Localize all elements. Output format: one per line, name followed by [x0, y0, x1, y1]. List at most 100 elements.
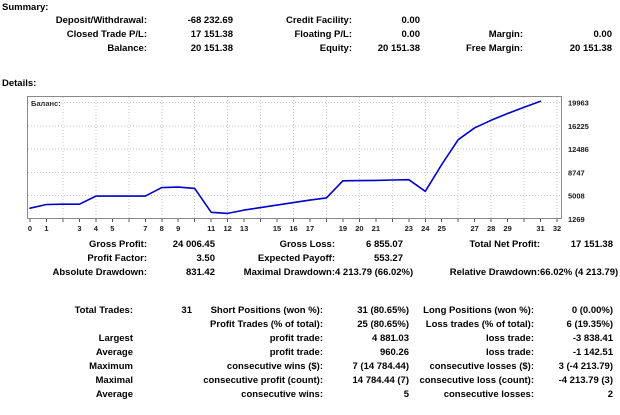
stat-value: 831.42	[185, 266, 215, 278]
x-axis-label: 7	[143, 224, 147, 233]
stat-value: 7 (14 784.44)	[352, 360, 409, 372]
summary-label: Closed Trade P/L:	[66, 28, 147, 40]
stat-value: 14 784.44 (7)	[352, 374, 409, 386]
stat-row: Gross Profit: 24 006.45 Gross Loss: 6 855.0…	[0, 237, 613, 251]
summary-row: Deposit/Withdrawal: -68 232.69 Credit Faci…	[0, 13, 612, 27]
stats-top-table: Gross Profit: 24 006.45 Gross Loss: 6 855.0…	[0, 237, 619, 279]
details-heading: Details:	[2, 78, 37, 89]
stat-value: -3 838.41	[572, 332, 613, 344]
stat-row: Absolute Drawdown: 831.42 Maximal Drawdown…	[0, 265, 619, 279]
summary-value: -68 232.69	[187, 14, 233, 26]
x-axis-label: 27	[470, 224, 478, 233]
summary-value: 17 151.38	[190, 28, 233, 40]
stat-label: Gross Profit:	[88, 238, 147, 250]
stat-value: 17 151.38	[570, 238, 613, 250]
stat-value: 25 (80.65%)	[357, 318, 409, 330]
x-axis-label: 28	[487, 224, 495, 233]
stat-label: Long Positions (won %):	[423, 304, 534, 316]
x-axis-label: 17	[306, 224, 314, 233]
summary-label: Deposit/Withdrawal:	[55, 14, 147, 26]
stat-label: Maximal	[95, 374, 134, 386]
stat-value: 3.50	[196, 252, 216, 264]
balance-chart: 19963 16225 12486 8747 5008 1269 0 1 3 4 5 7 8 9 11 12 1…	[27, 96, 620, 236]
stat-label: Expected Payoff:	[257, 252, 335, 264]
balance-line	[29, 100, 542, 215]
stats-bottom-table: Total Trades: 31 Short Positions (won %): 3…	[0, 303, 613, 401]
stat-label: Relative Drawdown:	[449, 266, 540, 278]
stat-row: Average profit trade: 960.26 loss trade: -1 …	[0, 345, 613, 359]
x-axis-label: 9	[176, 224, 180, 233]
x-axis-label: 3	[77, 224, 81, 233]
y-axis-label: 1269	[568, 215, 585, 224]
y-axis-label: 8747	[568, 168, 585, 177]
summary-row: Closed Trade P/L: 17 151.38 Floating P/L: 0…	[0, 27, 612, 41]
x-axis-label: 12	[223, 224, 231, 233]
stat-label: Profit Factor:	[87, 252, 147, 264]
stat-label: Largest	[98, 332, 133, 344]
stat-label: Loss trades (% of total):	[425, 318, 534, 330]
summary-label: Balance:	[107, 42, 147, 54]
stat-label: consecutive losses:	[443, 388, 534, 400]
summary-value: 0.00	[401, 14, 421, 26]
stat-label: consecutive loss (count):	[419, 374, 534, 386]
stat-value: 31 (80.65%)	[357, 304, 409, 316]
summary-value: 20 151.38	[377, 42, 420, 54]
x-axis-label: 21	[372, 224, 380, 233]
summary-label: Margin:	[488, 28, 523, 40]
x-axis-label: 13	[240, 224, 248, 233]
x-axis-label: 23	[405, 224, 413, 233]
stat-label: Average	[95, 388, 133, 400]
stat-value: 4 881.03	[372, 332, 409, 344]
x-axis-label: 0	[28, 224, 32, 233]
stat-value: 5	[403, 388, 409, 400]
x-axis-label: 11	[207, 224, 215, 233]
chart-title: Баланс:	[31, 99, 61, 108]
stat-value: 6 (19.35%)	[566, 318, 613, 330]
stat-row: Profit Trades (% of total): 25 (80.65%) Lo…	[0, 317, 613, 331]
x-axis-label: 32	[553, 224, 561, 233]
x-axis-label: 31	[536, 224, 544, 233]
stat-label: profit trade:	[269, 346, 323, 358]
stat-row: Total Trades: 31 Short Positions (won %): 3…	[0, 303, 613, 317]
x-axis-label: 16	[289, 224, 297, 233]
x-axis-label: 19	[339, 224, 347, 233]
stat-label: consecutive wins:	[241, 388, 323, 400]
stat-row: Maximum consecutive wins ($): 7 (14 784.44…	[0, 359, 613, 373]
stat-label: consecutive wins ($):	[226, 360, 323, 372]
x-axis-label: 20	[355, 224, 363, 233]
stat-value: 66.02% (4 213.79)	[540, 266, 619, 278]
stat-row: Largest profit trade: 4 881.03 loss trade: -…	[0, 331, 613, 345]
stat-value: 553.27	[373, 252, 403, 264]
summary-value: 20 151.38	[190, 42, 233, 54]
summary-heading: Summary:	[2, 2, 49, 13]
stat-label: Absolute Drawdown:	[52, 266, 147, 278]
stat-value: 6 855.07	[366, 238, 403, 250]
summary-label: Credit Facility:	[286, 14, 352, 26]
stat-value: 0 (0.00%)	[571, 304, 613, 316]
x-axis-label: 25	[438, 224, 446, 233]
stat-label: Gross Loss:	[279, 238, 335, 250]
stat-label: profit trade:	[269, 332, 323, 344]
x-axis-label: 15	[273, 224, 281, 233]
summary-label: Free Margin:	[465, 42, 523, 54]
stat-value: 4 213.79 (66.02%)	[335, 266, 414, 278]
x-axis-label: 5	[110, 224, 114, 233]
stat-value: 3 (-4 213.79)	[558, 360, 613, 372]
y-axis-label: 19963	[568, 99, 589, 108]
stat-value: 2	[607, 388, 613, 400]
stat-label: Average	[95, 346, 133, 358]
stat-value: -1 142.51	[572, 346, 613, 358]
stat-value: 960.26	[379, 346, 409, 358]
x-axis-label: 29	[503, 224, 511, 233]
stat-label: Maximal Drawdown:	[243, 266, 335, 278]
y-axis-label: 12486	[568, 145, 589, 154]
stat-label: Profit Trades (% of total):	[210, 318, 323, 330]
stat-row: Average consecutive wins: 5 consecutive los…	[0, 387, 613, 401]
summary-table: Deposit/Withdrawal: -68 232.69 Credit Faci…	[0, 13, 612, 55]
stat-label: loss trade:	[485, 346, 534, 358]
stat-label: consecutive losses ($):	[429, 360, 534, 372]
summary-value: 20 151.38	[569, 42, 612, 54]
stat-value: 31	[181, 304, 192, 316]
stat-label: Total Net Profit:	[469, 238, 540, 250]
